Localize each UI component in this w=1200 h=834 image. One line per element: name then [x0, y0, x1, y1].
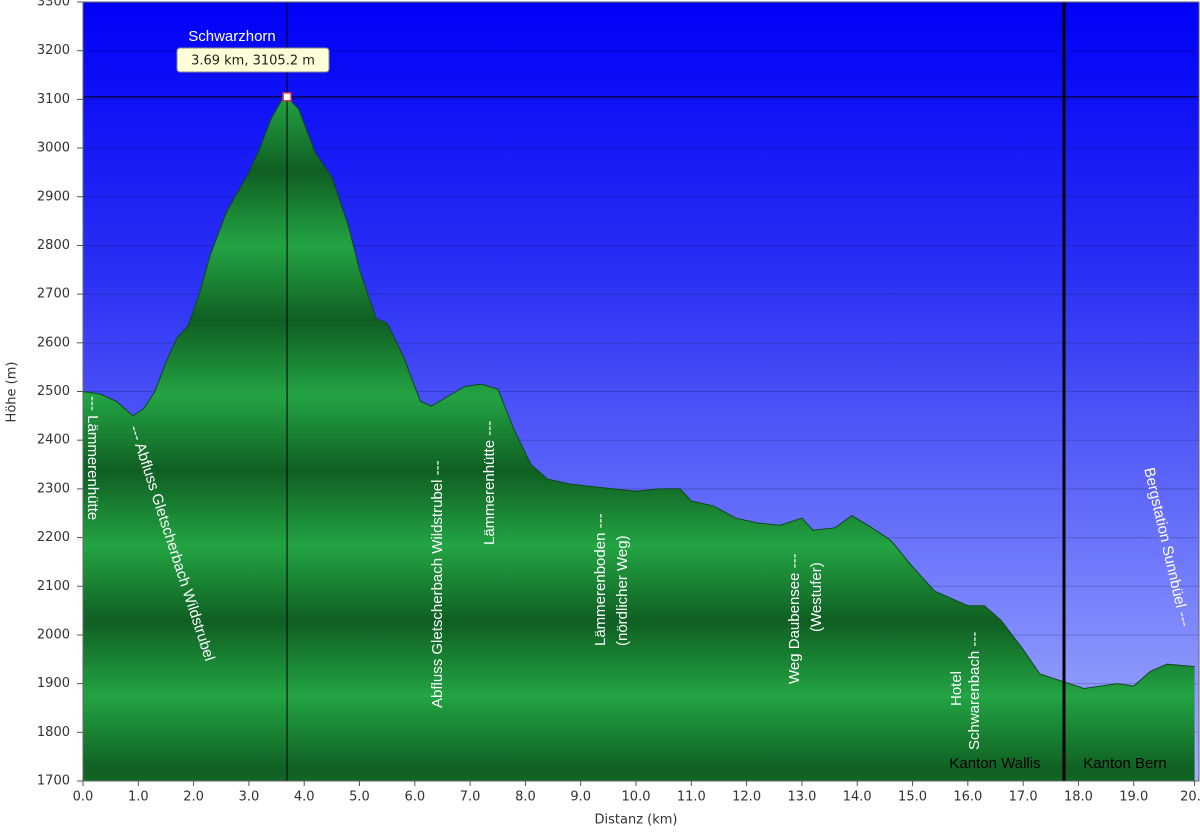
peak-marker — [282, 92, 292, 102]
y-tick-label: 3200 — [37, 43, 70, 58]
x-tick-label: 7.0 — [460, 790, 481, 805]
y-tick-label: 2800 — [37, 238, 70, 253]
waypoint-label: Abfluss Gletscherbach Wildstrubel --- — [429, 460, 446, 708]
waypoint-label: Hotel — [948, 671, 965, 706]
y-tick-label: 1900 — [37, 676, 70, 691]
y-tick-label: 2500 — [37, 384, 70, 399]
y-tick-label: 2200 — [37, 530, 70, 545]
y-tick-label: 1800 — [37, 725, 70, 740]
waypoint-label: Lämmerenboden --- — [592, 513, 609, 646]
y-tick-label: 2100 — [37, 579, 70, 594]
y-tick-label: 2600 — [37, 335, 70, 350]
x-tick-label: 14.0 — [843, 790, 872, 805]
elevation-area — [83, 96, 1195, 781]
waypoint-label: --- Lämmerenhütte — [84, 396, 101, 520]
x-tick-label: 13.0 — [787, 790, 816, 805]
x-tick-label: 2.0 — [183, 790, 204, 805]
y-tick-label: 2700 — [37, 287, 70, 302]
y-tick-label: 2300 — [37, 481, 70, 496]
x-tick-label: 10.0 — [622, 790, 651, 805]
x-tick-label: 3.0 — [239, 790, 260, 805]
x-tick-label: 0.0 — [73, 790, 94, 805]
y-tick-label: 3100 — [37, 92, 70, 107]
x-tick-label: 12.0 — [732, 790, 761, 805]
x-tick-label: 18.0 — [1064, 790, 1093, 805]
x-tick-label: 4.0 — [294, 790, 315, 805]
x-tick-label: 1.0 — [128, 790, 149, 805]
waypoint-label: (Westufer) — [808, 562, 825, 632]
y-tick-label: 2900 — [37, 189, 70, 204]
y-tick-label: 2000 — [37, 627, 70, 642]
x-tick-label: 9.0 — [570, 790, 591, 805]
waypoint-label: Lämmerenhütte --- — [481, 421, 498, 545]
x-tick-label: 8.0 — [515, 790, 536, 805]
waypoint-label: Weg Daubensee --- — [786, 553, 803, 684]
waypoint-label: Schwarenbach --- — [966, 632, 983, 750]
waypoint-label: (nördlicher Weg) — [614, 535, 631, 646]
x-tick-label: 16.0 — [953, 790, 982, 805]
x-tick-label: 17.0 — [1009, 790, 1038, 805]
y-axis-title: Höhe (m) — [5, 362, 20, 423]
x-tick-label: 5.0 — [349, 790, 370, 805]
region-label: Kanton Bern — [1083, 755, 1166, 772]
region-label: Kanton Wallis — [949, 755, 1040, 772]
y-tick-label: 2400 — [37, 433, 70, 448]
x-axis-title: Distanz (km) — [595, 813, 678, 828]
x-tick-label: 6.0 — [404, 790, 425, 805]
y-tick-label: 3300 — [37, 0, 70, 10]
tooltip-text: 3.69 km, 3105.2 m — [191, 54, 315, 69]
x-tick-label: 15.0 — [898, 790, 927, 805]
x-tick-label: 20.1 — [1180, 790, 1200, 805]
elevation-line — [82, 96, 1195, 690]
x-tick-label: 11.0 — [677, 790, 706, 805]
tooltip-box — [176, 47, 330, 73]
peak-name: Schwarzhorn — [188, 28, 276, 45]
x-tick-label: 19.0 — [1119, 790, 1148, 805]
y-tick-label: 3000 — [37, 141, 70, 156]
y-tick-label: 1700 — [37, 774, 70, 789]
